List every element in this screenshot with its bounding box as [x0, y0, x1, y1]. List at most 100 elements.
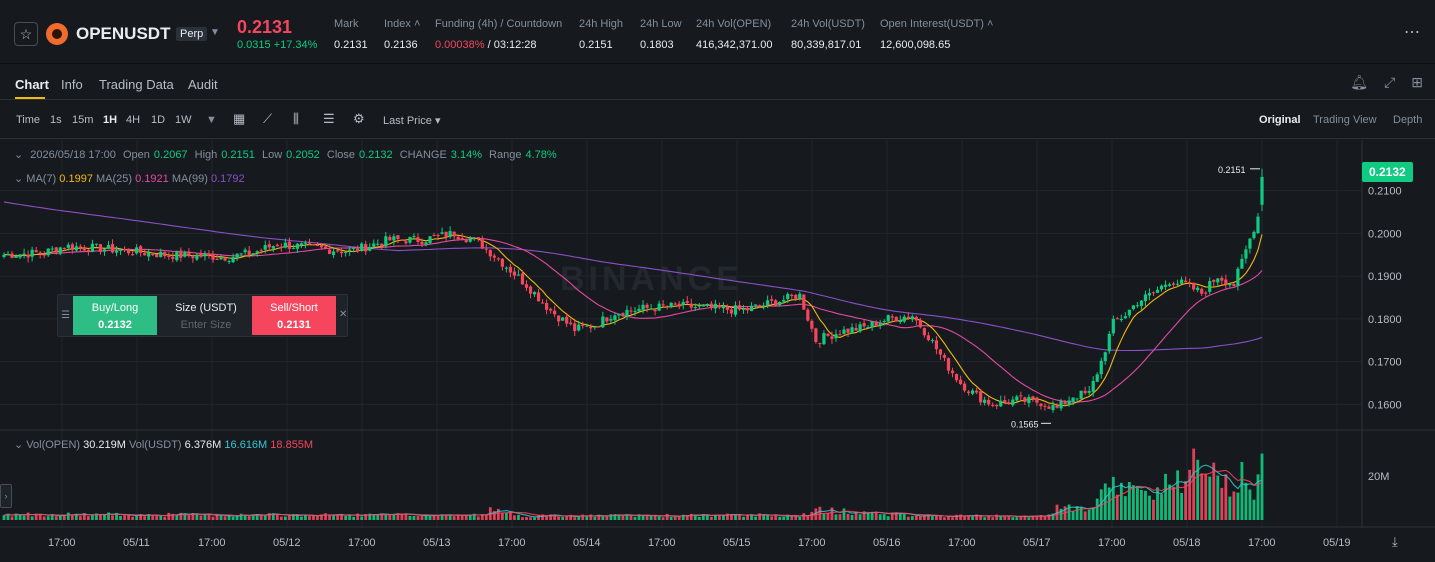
settings-gear-icon[interactable]: ⚙: [353, 111, 365, 126]
interval-15m[interactable]: 15m: [72, 114, 94, 126]
candle-body: [999, 400, 1003, 407]
candle-body: [468, 238, 472, 242]
volume-bar: [778, 516, 782, 520]
content-tabs: Chart Info Trading Data Audit 🔔︎ ⤢ ⊞: [0, 64, 1435, 100]
volume-bar: [364, 514, 368, 520]
candle-body: [42, 254, 46, 256]
time-tick-label: 17:00: [348, 537, 376, 549]
close-icon[interactable]: ✕: [339, 309, 348, 320]
expand-icon[interactable]: ⤢: [1384, 74, 1396, 90]
layout-grid-icon[interactable]: ⊞: [1411, 74, 1423, 90]
volume-bar: [239, 513, 243, 520]
candle-body: [954, 374, 959, 381]
view-depth[interactable]: Depth: [1393, 114, 1423, 126]
more-dots-icon[interactable]: ⋯: [1404, 24, 1421, 41]
volume-bar: [356, 513, 360, 520]
view-trading-view[interactable]: Trading View: [1313, 114, 1377, 126]
volume-bar: [509, 511, 512, 520]
candle-body: [1059, 401, 1063, 409]
symbol-dropdown-chevron-icon[interactable]: ▼: [210, 27, 220, 38]
size-input[interactable]: Size (USDT) Enter Size: [175, 302, 237, 331]
candle-body: [102, 249, 107, 252]
view-original[interactable]: Original: [1259, 114, 1301, 126]
candle-body: [573, 323, 577, 332]
tab-chart[interactable]: Chart: [15, 77, 49, 92]
candle-body: [1151, 292, 1156, 294]
buy-long-button[interactable]: Buy/Long 0.2132: [73, 296, 157, 335]
tab-info[interactable]: Info: [61, 77, 83, 92]
interval-1s[interactable]: 1s: [50, 114, 62, 126]
calendar-icon[interactable]: ▦: [233, 111, 246, 126]
volume-bar: [798, 516, 802, 520]
time-tick-label: 17:00: [1248, 537, 1276, 549]
ticker-header: ☆ OPENUSDT Perp ▼ 0.2131 0.0315 +17.34% …: [0, 0, 1435, 64]
interval-dropdown-icon[interactable]: ▼: [206, 114, 217, 126]
candle-body: [1119, 318, 1123, 321]
volume-bar: [464, 515, 468, 520]
candle-body: [1011, 399, 1015, 406]
indicator-line-icon[interactable]: ⟋: [263, 111, 273, 126]
settings-sliders-icon[interactable]: ☰: [323, 111, 335, 126]
candle-body: [1236, 268, 1240, 286]
sell-short-button[interactable]: Sell/Short 0.2131: [252, 296, 336, 335]
stat-open-interest[interactable]: Open Interest(USDT) ˄ 12,600,098.65: [880, 18, 994, 51]
time-tick-label: 17:00: [1098, 537, 1126, 549]
volume-bar: [227, 515, 231, 520]
favorite-star-icon[interactable]: ☆: [14, 22, 38, 46]
volume-bar: [1176, 470, 1179, 520]
volume-bar: [1156, 487, 1159, 520]
candle-body: [1220, 277, 1224, 281]
volume-bar: [1196, 459, 1200, 520]
candle-body: [677, 303, 681, 307]
candle-body: [918, 319, 922, 328]
candle-body: [22, 253, 26, 255]
interval-time[interactable]: Time: [16, 114, 41, 126]
stat-index[interactable]: Index ˄ 0.2136: [384, 18, 421, 51]
interval-4h[interactable]: 4H: [126, 114, 141, 126]
candle-body: [496, 258, 500, 260]
candle-body: [1192, 282, 1196, 290]
volume-bar: [790, 515, 794, 520]
candle-body: [870, 321, 874, 328]
volume-bar: [199, 515, 203, 520]
time-tick-label: 17:00: [48, 537, 76, 549]
reset-scale-icon[interactable]: ⤓: [1392, 534, 1398, 549]
candle-body: [838, 334, 842, 336]
candle-body: [1063, 401, 1067, 405]
candle-body: [697, 305, 701, 307]
volume-bar: [380, 513, 384, 520]
interval-1d[interactable]: 1D: [151, 114, 166, 126]
volume-bar: [408, 515, 412, 520]
candle-body: [66, 244, 70, 248]
interval-1w[interactable]: 1W: [175, 114, 192, 126]
price-chart[interactable]: BINANCE 0.1600 0.1700 0.1800 0.1900 0.2000 0.2…: [0, 140, 1435, 536]
tab-audit[interactable]: Audit: [188, 77, 218, 92]
candle-body: [90, 243, 95, 252]
candle-body: [802, 294, 806, 310]
volume-bar: [139, 514, 143, 520]
volume-bar: [742, 516, 745, 520]
volume-bar: [549, 514, 553, 520]
stat-24h-vol-usdt: 24h Vol(USDT) 80,339,817.01: [791, 18, 865, 51]
volume-bar: [404, 513, 408, 520]
tab-trading-data[interactable]: Trading Data: [99, 77, 174, 92]
volume-bar: [1260, 453, 1264, 520]
volume-bar: [1067, 504, 1071, 520]
candle-body: [617, 313, 621, 316]
symbol-name[interactable]: OPENUSDT: [76, 24, 171, 43]
candle-body: [1155, 289, 1160, 293]
price-type-select[interactable]: Last Price ▾: [383, 115, 441, 127]
candle-type-icon[interactable]: ⫼: [293, 111, 299, 126]
sidebar-expand-icon[interactable]: ›: [0, 484, 12, 508]
candle-body: [886, 315, 890, 322]
volume-bar: [701, 514, 705, 520]
volume-bar: [300, 516, 303, 520]
interval-1h[interactable]: 1H: [103, 114, 118, 126]
volume-bar: [935, 515, 938, 520]
candle-body: [725, 306, 730, 310]
volume-bar: [1019, 515, 1023, 520]
contract-badge[interactable]: Perp: [176, 27, 208, 41]
candle-body: [1051, 404, 1055, 411]
drag-handle-icon[interactable]: ☰: [61, 310, 70, 321]
bell-icon[interactable]: 🔔︎: [1350, 74, 1369, 90]
